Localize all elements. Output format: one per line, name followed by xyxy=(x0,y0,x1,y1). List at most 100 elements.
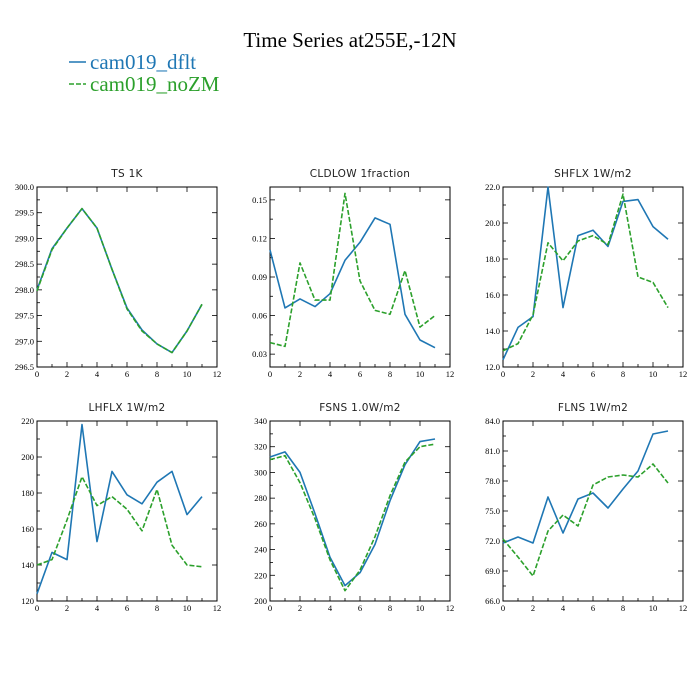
x-tick-label: 4 xyxy=(95,603,100,613)
y-tick-label: 299.0 xyxy=(15,233,34,243)
panel-3: SHFLX 1W/m2 0 2 4 6 8 10 12 12.0 14.0 16.0 18.0 20.0… xyxy=(485,168,687,379)
x-tick-label: 12 xyxy=(679,369,688,379)
series-line-dflt xyxy=(269,217,436,349)
series-line-nozm xyxy=(36,207,203,354)
y-tick-label: 299.5 xyxy=(15,208,34,218)
y-tick-label: 12.0 xyxy=(485,362,500,372)
panel-title: TS 1K xyxy=(110,168,143,180)
panel-5: FSNS 1.0W/m2 0 2 4 6 8 10 12 200 220 240 260 280 300 3… xyxy=(254,402,454,613)
x-tick-label: 2 xyxy=(531,369,535,379)
y-tick-label: 298.0 xyxy=(15,285,34,295)
x-tick-label: 12 xyxy=(213,369,222,379)
x-tick-label: 6 xyxy=(591,369,595,379)
figure-title: Time Series at255E,-12N xyxy=(243,28,456,52)
x-tick-label: 4 xyxy=(328,603,333,613)
x-tick-label: 2 xyxy=(298,369,302,379)
y-tick-label: 300.0 xyxy=(15,182,34,192)
legend: cam019_dflt cam019_noZM xyxy=(69,50,220,96)
x-tick-label: 6 xyxy=(591,603,595,613)
series-line-nozm xyxy=(269,443,436,592)
x-tick-label: 12 xyxy=(679,603,688,613)
plot-frame xyxy=(269,420,451,602)
y-tick-label: 300 xyxy=(254,467,267,477)
y-tick-label: 297.5 xyxy=(15,311,34,321)
x-tick-label: 8 xyxy=(621,369,625,379)
y-tick-label: 78.0 xyxy=(485,476,500,486)
y-tick-label: 200 xyxy=(21,452,34,462)
panel-title: SHFLX 1W/m2 xyxy=(554,168,632,180)
x-tick-label: 0 xyxy=(35,369,39,379)
y-tick-label: 200 xyxy=(254,596,267,606)
y-tick-label: 0.09 xyxy=(252,272,267,282)
x-tick-label: 10 xyxy=(183,603,192,613)
x-tick-label: 10 xyxy=(649,369,658,379)
y-tick-label: 75.0 xyxy=(485,506,500,516)
y-tick-label: 260 xyxy=(254,519,267,529)
y-tick-label: 66.0 xyxy=(485,596,500,606)
y-tick-label: 84.0 xyxy=(485,416,500,426)
y-tick-label: 0.03 xyxy=(252,349,267,359)
panel-6: FLNS 1W/m2 0 2 4 6 8 10 12 66.0 69.0 72.0 75.0 78.0 8… xyxy=(485,402,687,613)
x-tick-label: 2 xyxy=(65,603,69,613)
x-tick-label: 10 xyxy=(183,369,192,379)
y-tick-label: 320 xyxy=(254,442,267,452)
y-tick-label: 340 xyxy=(254,416,267,426)
x-tick-label: 8 xyxy=(388,369,392,379)
x-tick-label: 12 xyxy=(446,369,455,379)
x-tick-label: 4 xyxy=(561,603,566,613)
y-tick-label: 0.06 xyxy=(252,311,267,321)
x-tick-label: 0 xyxy=(501,603,505,613)
panel-title: FLNS 1W/m2 xyxy=(558,402,628,414)
plot-frame xyxy=(36,186,218,368)
y-tick-label: 296.5 xyxy=(15,362,34,372)
panel-title: FSNS 1.0W/m2 xyxy=(319,402,401,414)
y-tick-label: 0.15 xyxy=(252,195,267,205)
y-tick-label: 160 xyxy=(21,524,34,534)
x-tick-label: 10 xyxy=(416,369,425,379)
plot-frame xyxy=(502,186,684,368)
series-line-dflt xyxy=(36,423,203,595)
y-tick-label: 140 xyxy=(21,560,34,570)
y-tick-label: 280 xyxy=(254,493,267,503)
x-tick-label: 8 xyxy=(621,603,625,613)
series-line-nozm xyxy=(502,463,669,577)
panel-1: TS 1K 0 2 4 6 8 10 12 296.5 297.0 297.5 298.0 298.5 2… xyxy=(15,168,221,379)
series-line-dflt xyxy=(502,186,669,361)
y-tick-label: 81.0 xyxy=(485,446,500,456)
y-tick-label: 0.12 xyxy=(252,233,267,243)
x-tick-label: 2 xyxy=(298,603,302,613)
plot-frame xyxy=(502,420,684,602)
y-tick-label: 297.0 xyxy=(15,336,34,346)
x-tick-label: 4 xyxy=(328,369,333,379)
x-tick-label: 10 xyxy=(416,603,425,613)
x-tick-label: 0 xyxy=(268,369,272,379)
x-tick-label: 2 xyxy=(531,603,535,613)
series-line-nozm xyxy=(269,192,436,348)
panels: TS 1K 0 2 4 6 8 10 12 296.5 297.0 297.5 298.0 298.5 2… xyxy=(15,168,687,613)
x-tick-label: 0 xyxy=(501,369,505,379)
x-tick-label: 6 xyxy=(125,369,129,379)
legend-label-nozm: cam019_noZM xyxy=(90,72,220,96)
x-tick-label: 6 xyxy=(125,603,129,613)
y-tick-label: 220 xyxy=(21,416,34,426)
y-tick-label: 120 xyxy=(21,596,34,606)
y-tick-label: 22.0 xyxy=(485,182,500,192)
legend-label-dflt: cam019_dflt xyxy=(90,50,196,74)
panel-title: LHFLX 1W/m2 xyxy=(89,402,166,414)
x-tick-label: 12 xyxy=(213,603,222,613)
x-tick-label: 4 xyxy=(561,369,566,379)
series-line-dflt xyxy=(36,207,203,354)
x-tick-label: 4 xyxy=(95,369,100,379)
series-line-nozm xyxy=(36,475,203,568)
x-tick-label: 8 xyxy=(155,369,159,379)
series-line-nozm xyxy=(502,193,669,352)
x-tick-label: 0 xyxy=(35,603,39,613)
x-tick-label: 6 xyxy=(358,369,362,379)
x-tick-label: 2 xyxy=(65,369,69,379)
x-tick-label: 12 xyxy=(446,603,455,613)
x-tick-label: 0 xyxy=(268,603,272,613)
y-tick-label: 20.0 xyxy=(485,218,500,228)
y-tick-label: 69.0 xyxy=(485,566,500,576)
x-tick-label: 6 xyxy=(358,603,362,613)
